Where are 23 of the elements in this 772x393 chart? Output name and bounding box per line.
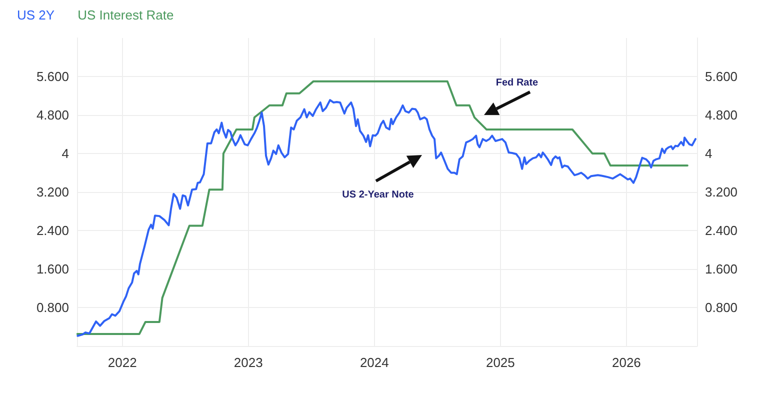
y2-tick-label: 4.800 [705,108,738,122]
x-tick-label: 2025 [486,355,515,370]
y2-tick-label: 0.800 [705,300,738,315]
annotation: US 2-Year Note [342,190,414,200]
y-tick-label: 0.800 [36,300,69,315]
y-tick-label: 4.800 [36,108,69,122]
y-tick-label: 4 [62,146,69,161]
x-tick-label: 2022 [108,355,137,370]
y2-tick-label: 4 [705,146,712,161]
y-tick-label: 1.600 [36,262,69,276]
text: US Interest Rate [78,8,174,22]
y-tick-label: 5.600 [36,69,69,84]
text: US 2Y [17,8,55,22]
annotation: Fed Rate [496,78,539,88]
y2-tick-label: 3.200 [705,184,738,200]
y2-tick-label: 5.600 [705,69,738,84]
x-tick-label: 2024 [360,355,389,370]
y-tick-label: 2.400 [36,223,69,238]
y-tick-label: 3.200 [36,184,69,200]
y2-tick-label: 2.400 [705,223,738,238]
x-tick-label: 2026 [612,355,641,370]
x-tick-label: 2023 [234,355,263,370]
y2-tick-label: 1.600 [705,262,738,276]
